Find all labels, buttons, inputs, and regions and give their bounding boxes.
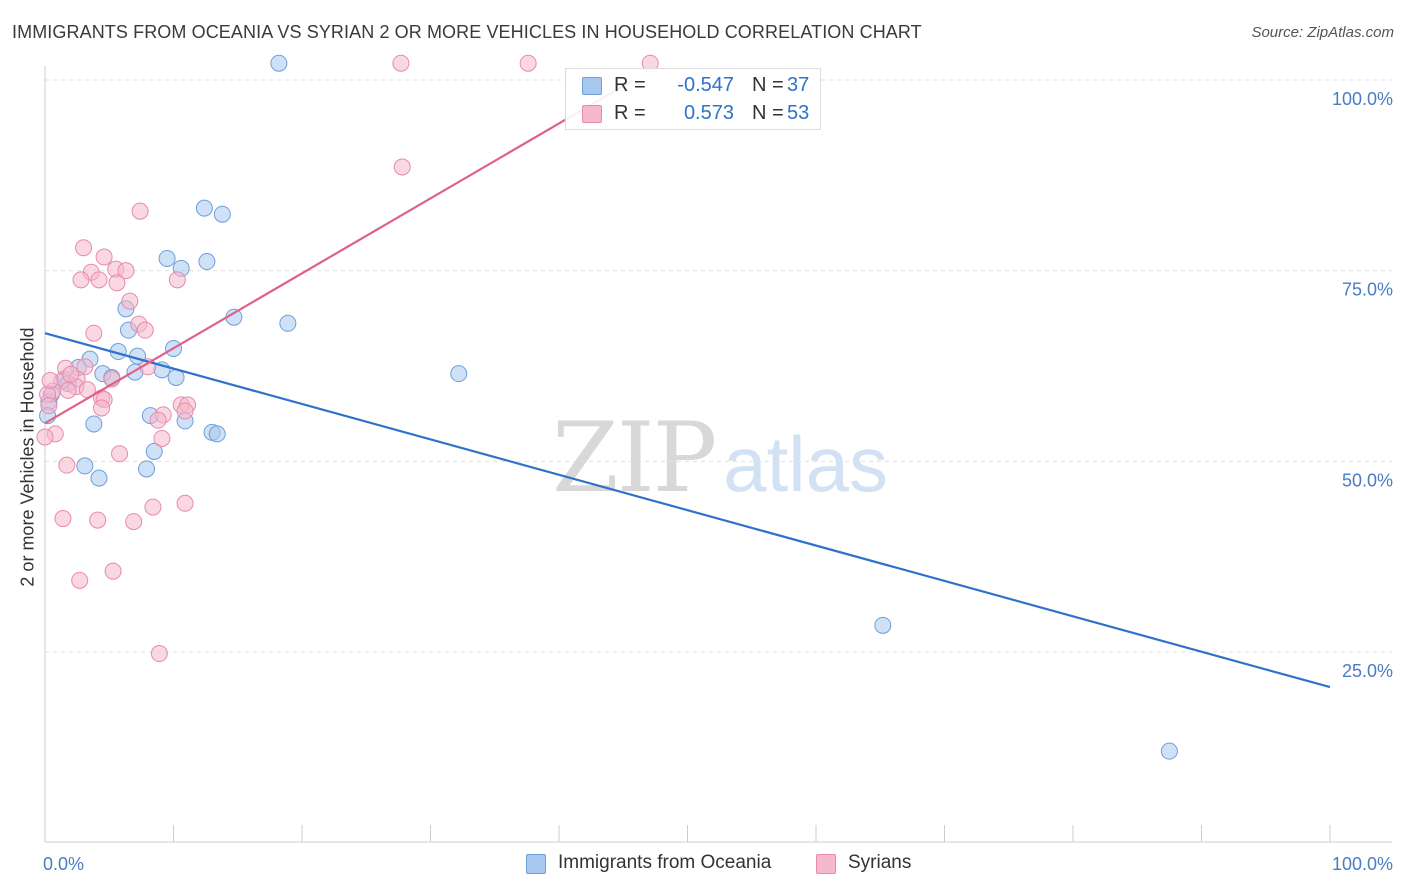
legend-r-value: -0.547	[677, 74, 734, 96]
syrian-point[interactable]	[168, 271, 186, 289]
oceania-point[interactable]	[874, 616, 892, 634]
syrian-trendline	[44, 79, 635, 425]
series-legend-swatch-pink	[816, 854, 836, 874]
y-tick-label: 75.0%	[1342, 280, 1393, 300]
syrian-point[interactable]	[111, 445, 129, 463]
y-tick-label: 50.0%	[1342, 470, 1393, 490]
syrian-point[interactable]	[76, 358, 94, 376]
syrian-point[interactable]	[108, 274, 126, 292]
syrian-point[interactable]	[54, 510, 72, 528]
points-layer	[36, 54, 1178, 760]
syrian-point[interactable]	[95, 248, 113, 266]
series-legend-swatch-blue	[526, 854, 546, 874]
syrian-point[interactable]	[136, 321, 154, 339]
chart-source: Source: ZipAtlas.com	[1251, 24, 1394, 41]
syrian-point[interactable]	[392, 54, 410, 72]
syrian-point[interactable]	[62, 365, 80, 383]
series-legend: Immigrants from Oceania Syrians	[0, 852, 1406, 878]
oceania-point[interactable]	[208, 425, 226, 443]
oceania-point[interactable]	[138, 460, 156, 478]
syrian-point[interactable]	[59, 381, 77, 399]
legend-swatch-blue	[582, 77, 602, 95]
syrian-point[interactable]	[93, 399, 111, 417]
syrian-point[interactable]	[121, 292, 139, 310]
syrian-point[interactable]	[36, 428, 54, 446]
syrian-point[interactable]	[125, 513, 143, 531]
legend-r-label: R =	[614, 74, 646, 96]
legend-n-value: 53	[787, 102, 810, 124]
syrian-point[interactable]	[149, 411, 167, 429]
syrian-point[interactable]	[71, 571, 89, 589]
x-tick-label: 0.0%	[43, 854, 84, 874]
tick-label-layer: 25.0% 50.0% 75.0% 100.0% 0.0% 100.0%	[43, 89, 1393, 874]
syrian-point[interactable]	[144, 498, 162, 516]
oceania-point[interactable]	[145, 442, 163, 460]
syrian-point[interactable]	[104, 562, 122, 580]
chart-title: IMMIGRANTS FROM OCEANIA VS SYRIAN 2 OR M…	[12, 22, 922, 42]
y-tick-label: 100.0%	[1332, 89, 1393, 109]
legend-swatch-pink	[582, 105, 602, 123]
oceania-point[interactable]	[76, 457, 94, 475]
oceania-point[interactable]	[270, 54, 288, 72]
oceania-point[interactable]	[195, 199, 213, 217]
syrian-point[interactable]	[176, 402, 194, 420]
axis-layer	[44, 66, 1392, 843]
y-tick-label: 25.0%	[1342, 661, 1393, 681]
x-tick-label: 100.0%	[1332, 854, 1393, 874]
syrian-point[interactable]	[89, 511, 107, 529]
correlation-legend: R = -0.547 N = 37 R = 0.573 N = 53	[565, 68, 821, 130]
legend-n-label: N =	[752, 102, 784, 124]
oceania-point[interactable]	[279, 314, 297, 332]
syrian-point[interactable]	[85, 324, 103, 342]
legend-r-value: 0.573	[683, 102, 734, 124]
syrian-point[interactable]	[58, 456, 76, 474]
syrian-point[interactable]	[90, 271, 108, 289]
oceania-point[interactable]	[450, 365, 468, 383]
oceania-point[interactable]	[213, 205, 231, 223]
syrian-point[interactable]	[75, 239, 93, 257]
oceania-point[interactable]	[198, 253, 216, 271]
trend-layer	[44, 79, 1331, 689]
grid-layer	[45, 79, 1392, 653]
oceania-trendline	[44, 332, 1331, 689]
legend-r-label: R =	[614, 102, 646, 124]
legend-n-value: 37	[787, 74, 810, 96]
legend-n-label: N =	[752, 74, 784, 96]
series-legend-label: Syrians	[848, 852, 912, 873]
syrian-point[interactable]	[393, 158, 411, 176]
syrian-point[interactable]	[131, 202, 149, 220]
syrian-point[interactable]	[72, 271, 90, 289]
oceania-point[interactable]	[90, 469, 108, 487]
syrian-point[interactable]	[41, 372, 59, 390]
series-legend-label: Immigrants from Oceania	[558, 852, 772, 873]
syrian-point[interactable]	[176, 494, 194, 512]
oceania-point[interactable]	[1160, 742, 1178, 760]
oceania-point[interactable]	[158, 249, 176, 267]
syrian-point[interactable]	[519, 54, 537, 72]
oceania-point[interactable]	[85, 415, 103, 433]
syrian-point[interactable]	[40, 397, 58, 415]
syrian-point[interactable]	[150, 645, 168, 663]
syrian-point[interactable]	[117, 262, 135, 280]
y-axis-label: 2 or more Vehicles in Household	[17, 327, 38, 587]
syrian-point[interactable]	[153, 429, 171, 447]
